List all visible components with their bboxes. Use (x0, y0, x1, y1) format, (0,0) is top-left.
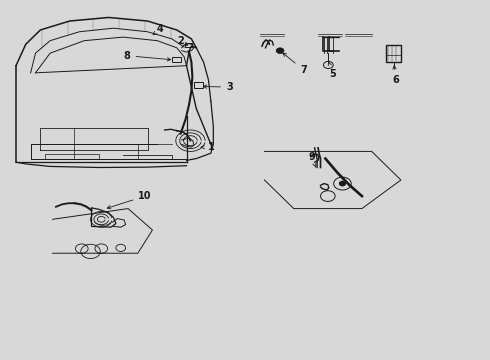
Text: 1: 1 (201, 142, 214, 152)
Text: 8: 8 (123, 51, 171, 61)
Text: 3: 3 (203, 82, 233, 92)
Circle shape (276, 48, 284, 54)
Text: 9: 9 (309, 152, 316, 167)
Text: 10: 10 (107, 191, 152, 209)
Text: 2: 2 (177, 36, 188, 46)
Bar (386, 45, 401, 62)
Text: 4: 4 (153, 24, 163, 35)
Circle shape (340, 181, 345, 186)
Text: 6: 6 (392, 66, 399, 85)
Bar (194, 82, 202, 88)
Bar (172, 58, 181, 62)
Bar (185, 43, 193, 47)
Text: 5: 5 (328, 62, 336, 78)
Text: 7: 7 (283, 53, 307, 75)
